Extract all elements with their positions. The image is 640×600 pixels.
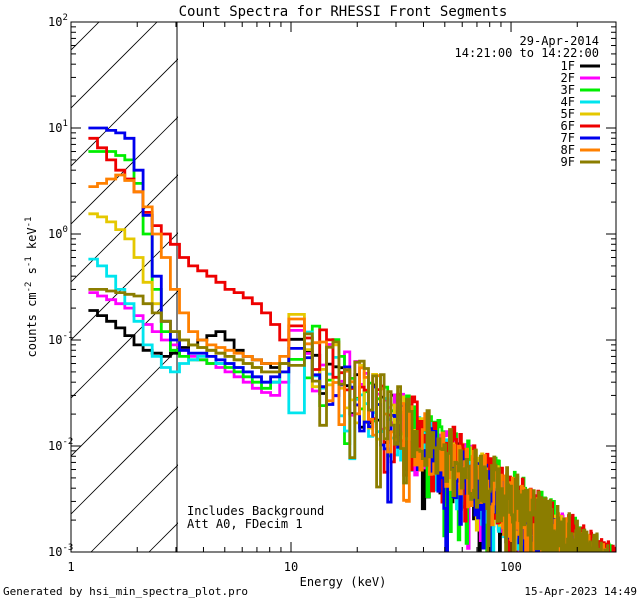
time-range: 14:21:00 to 14:22:00 xyxy=(455,46,600,60)
x-axis: 1 10 100 xyxy=(67,22,617,574)
y-axis-label: counts cm-2 s-1 keV-1 xyxy=(24,217,39,358)
excluded-energy-hatch xyxy=(71,22,178,552)
legend-label: 2F xyxy=(561,71,575,85)
hatch-line xyxy=(71,174,178,283)
legend-label: 6F xyxy=(561,119,575,133)
y-tick-label: 10-3 xyxy=(48,543,73,559)
legend-label: 1F xyxy=(561,59,575,73)
y-tick-label: 100 xyxy=(48,225,68,241)
y-tick-label: 10-2 xyxy=(48,437,73,453)
series-9F xyxy=(88,288,610,552)
hatch-line xyxy=(71,232,178,341)
y-axis-label-exp: -1 xyxy=(24,256,34,267)
y-axis: 10-3 10-2 10-1 100 101 102 xyxy=(48,13,616,559)
series-8F xyxy=(88,173,608,552)
annotation-attenuator: Att A0, FDecim 1 xyxy=(187,517,303,531)
y-axis-label-part: counts cm xyxy=(25,292,39,357)
legend-label: 7F xyxy=(561,131,575,145)
legend-label: 9F xyxy=(561,155,575,169)
annotation-background: Includes Background xyxy=(187,504,324,518)
series-layer xyxy=(88,126,616,552)
legend-label: 4F xyxy=(561,95,575,109)
observation-date: 29-Apr-2014 xyxy=(520,34,599,48)
y-axis-label-exp: -1 xyxy=(24,217,34,228)
y-axis-label-part: s xyxy=(25,267,39,281)
y-axis-label-part: keV xyxy=(25,227,39,256)
x-tick-label: 10 xyxy=(284,560,298,574)
hatch-line xyxy=(90,464,178,552)
y-axis-label-exp: -2 xyxy=(24,282,34,293)
y-tick-label: 101 xyxy=(48,119,68,135)
legend-label: 8F xyxy=(561,143,575,157)
x-tick-label: 1 xyxy=(67,560,74,574)
x-tick-label: 100 xyxy=(500,560,522,574)
legend-label: 5F xyxy=(561,107,575,121)
hatch-line xyxy=(71,22,158,109)
hatch-line xyxy=(71,406,178,515)
footer-timestamp: 15-Apr-2023 14:49 xyxy=(524,585,637,598)
series-6F xyxy=(88,136,616,552)
x-axis-label: Energy (keV) xyxy=(300,575,387,589)
hatch-line xyxy=(71,58,178,167)
chart-title: Count Spectra for RHESSI Front Segments xyxy=(179,4,508,20)
plot-frame xyxy=(70,21,617,553)
y-tick-label: 10-1 xyxy=(48,331,73,347)
y-tick-label: 102 xyxy=(48,13,68,29)
footer-generator: Generated by hsi_min_spectra_plot.pro xyxy=(3,585,248,598)
legend-label: 3F xyxy=(561,83,575,97)
